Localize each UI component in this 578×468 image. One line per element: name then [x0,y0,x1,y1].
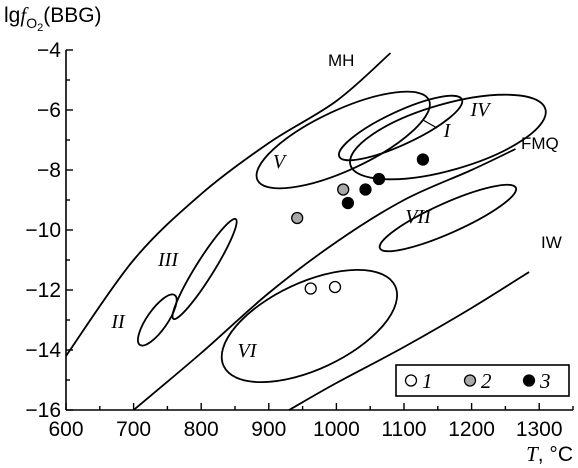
x-tick-label: 1000 [313,418,360,441]
field-ellipse-vii [378,183,518,253]
field-label-i-leader [422,119,438,129]
y-tick-label: −16 [25,399,61,422]
field-label-v: V [273,151,288,173]
buffer-curve-fmq [133,148,516,411]
axes: 600 700 800 900 1000 1100 1200 1300 −4 −6 −8 −10 −12… [4,3,574,466]
x-tick-label: 800 [184,418,219,441]
x-tick-label: 700 [116,418,151,441]
field-ellipse-iii [171,218,238,320]
legend-marker-3 [522,374,536,387]
point-series-1-1 [304,282,317,295]
legend-box [395,364,570,397]
legend: 1 2 3 [395,364,570,397]
field-label-vii: VII [405,206,432,228]
field-ellipse-iv [349,93,547,181]
field-label-ii: II [110,311,126,333]
x-tick-label: 900 [251,418,286,441]
point-series-3-4 [416,153,430,166]
field-ellipse-v [255,90,431,190]
point-series-1-2 [328,280,342,294]
buffer-curves: MH FMQ IW [65,51,562,411]
field-label-i: I [443,120,452,142]
field-ellipse-ii [137,293,178,347]
field-label-iii: III [157,249,179,271]
y-tick-label: −6 [37,99,61,122]
point-series-3-3 [372,172,386,186]
x-tick-label: 1100 [381,418,426,441]
field-ellipse-vi [220,268,398,384]
x-tick-label: 1200 [448,418,495,441]
buffer-label-mh: MH [328,51,354,70]
buffer-curve-mh [65,52,392,357]
y-tick-label: −4 [37,39,61,62]
y-tick-label: −10 [25,219,61,242]
legend-marker-1 [404,374,418,387]
buffer-curve-iw [288,271,530,411]
x-tick-label: 600 [48,418,83,441]
point-series-2-2 [337,183,350,196]
field-label-vi: VI [238,340,258,362]
legend-marker-2 [463,374,477,387]
point-series-2-1 [291,211,304,225]
legend-label-1: 1 [422,369,433,393]
buffer-label-fmq: FMQ [521,134,559,153]
point-series-3-2 [359,183,372,196]
data-points [291,153,430,295]
x-axis-title: T, °C [526,442,573,466]
point-series-3-1 [341,196,355,210]
field-label-iv: IV [470,99,493,121]
y-axis-title: lgfO2(BBG) [4,3,102,34]
y-tick-label: −12 [25,279,61,302]
buffer-label-iw: IW [541,233,562,252]
y-tick-label: −8 [37,159,61,182]
legend-label-3: 3 [539,369,551,393]
legend-label-2: 2 [481,369,492,393]
y-tick-label: −14 [25,339,61,362]
x-tick-label: 1300 [516,418,563,441]
